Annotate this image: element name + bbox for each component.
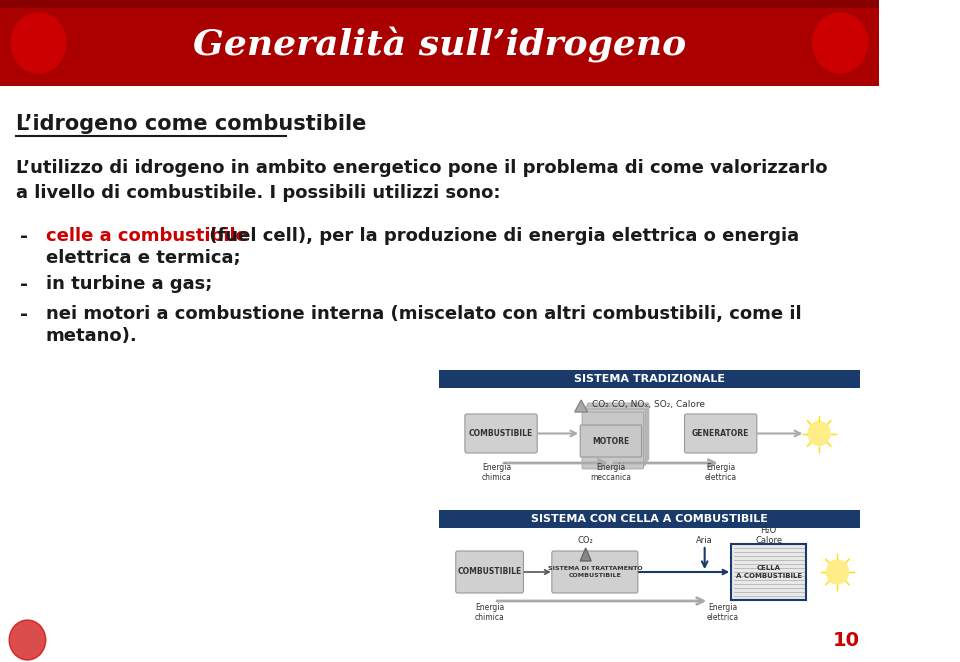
Text: Generalità sull’idrogeno: Generalità sull’idrogeno xyxy=(193,27,685,63)
Text: 10: 10 xyxy=(833,631,860,650)
FancyBboxPatch shape xyxy=(732,544,806,600)
Text: -: - xyxy=(20,275,28,294)
FancyArrowPatch shape xyxy=(539,431,576,436)
FancyArrowPatch shape xyxy=(497,598,704,604)
Text: GENERATORE: GENERATORE xyxy=(692,429,750,438)
Text: Energia
elettrica: Energia elettrica xyxy=(707,603,739,622)
FancyBboxPatch shape xyxy=(588,403,649,460)
Text: Energia
elettrica: Energia elettrica xyxy=(705,463,736,483)
Text: elettrica e termica;: elettrica e termica; xyxy=(46,249,240,267)
Circle shape xyxy=(813,13,868,73)
Text: SISTEMA CON CELLA A COMBUSTIBILE: SISTEMA CON CELLA A COMBUSTIBILE xyxy=(531,514,768,524)
FancyArrowPatch shape xyxy=(757,431,801,436)
Text: CELLA
A COMBUSTIBILE: CELLA A COMBUSTIBILE xyxy=(735,565,802,579)
Text: Energia
chimica: Energia chimica xyxy=(475,603,505,622)
Bar xyxy=(0,0,878,86)
Bar xyxy=(440,370,860,388)
Bar xyxy=(440,510,860,528)
FancyBboxPatch shape xyxy=(586,406,647,463)
Text: -: - xyxy=(20,305,28,324)
FancyBboxPatch shape xyxy=(465,414,538,453)
FancyBboxPatch shape xyxy=(584,409,645,466)
FancyBboxPatch shape xyxy=(684,414,756,453)
Text: COMBUSTIBILE: COMBUSTIBILE xyxy=(468,429,533,438)
Text: SISTEMA TRADIZIONALE: SISTEMA TRADIZIONALE xyxy=(574,374,725,384)
FancyArrowPatch shape xyxy=(524,570,549,574)
Text: celle a combustibile: celle a combustibile xyxy=(46,227,248,245)
FancyArrowPatch shape xyxy=(638,570,727,574)
Text: -: - xyxy=(20,227,28,246)
Text: L’idrogeno come combustibile: L’idrogeno come combustibile xyxy=(16,114,367,134)
Text: in turbine a gas;: in turbine a gas; xyxy=(46,275,212,293)
FancyBboxPatch shape xyxy=(582,412,643,469)
Text: nei motori a combustione interna (miscelato con altri combustibili, come il: nei motori a combustione interna (miscel… xyxy=(46,305,802,323)
Text: MOTORE: MOTORE xyxy=(592,436,630,446)
FancyArrowPatch shape xyxy=(504,459,605,466)
Bar xyxy=(0,0,878,8)
Text: COMBUSTIBILE: COMBUSTIBILE xyxy=(458,567,521,577)
Text: Energia
meccanica: Energia meccanica xyxy=(590,463,632,483)
Text: (fuel cell), per la produzione di energia elettrica o energia: (fuel cell), per la produzione di energi… xyxy=(204,227,800,245)
Text: CO₂: CO₂ xyxy=(578,536,593,545)
Text: H₂O
Calore: H₂O Calore xyxy=(756,526,782,545)
FancyBboxPatch shape xyxy=(552,551,637,593)
FancyArrowPatch shape xyxy=(613,459,715,466)
Polygon shape xyxy=(580,548,591,561)
Text: SISTEMA DI TRATTAMENTO
COMBUSTIBILE: SISTEMA DI TRATTAMENTO COMBUSTIBILE xyxy=(547,567,642,578)
FancyBboxPatch shape xyxy=(580,425,641,457)
Circle shape xyxy=(827,560,849,584)
Polygon shape xyxy=(575,400,588,412)
FancyBboxPatch shape xyxy=(456,551,523,593)
Text: Aria: Aria xyxy=(696,536,713,545)
Circle shape xyxy=(10,620,46,660)
Circle shape xyxy=(11,13,66,73)
Text: CO₂ CO, NOₓ, SO₂, Calore: CO₂ CO, NOₓ, SO₂, Calore xyxy=(592,401,705,410)
Text: metano).: metano). xyxy=(46,327,137,345)
Text: Energia
chimica: Energia chimica xyxy=(482,463,512,483)
Circle shape xyxy=(808,422,830,446)
Text: L’utilizzo di idrogeno in ambito energetico pone il problema di come valorizzarl: L’utilizzo di idrogeno in ambito energet… xyxy=(16,159,828,202)
